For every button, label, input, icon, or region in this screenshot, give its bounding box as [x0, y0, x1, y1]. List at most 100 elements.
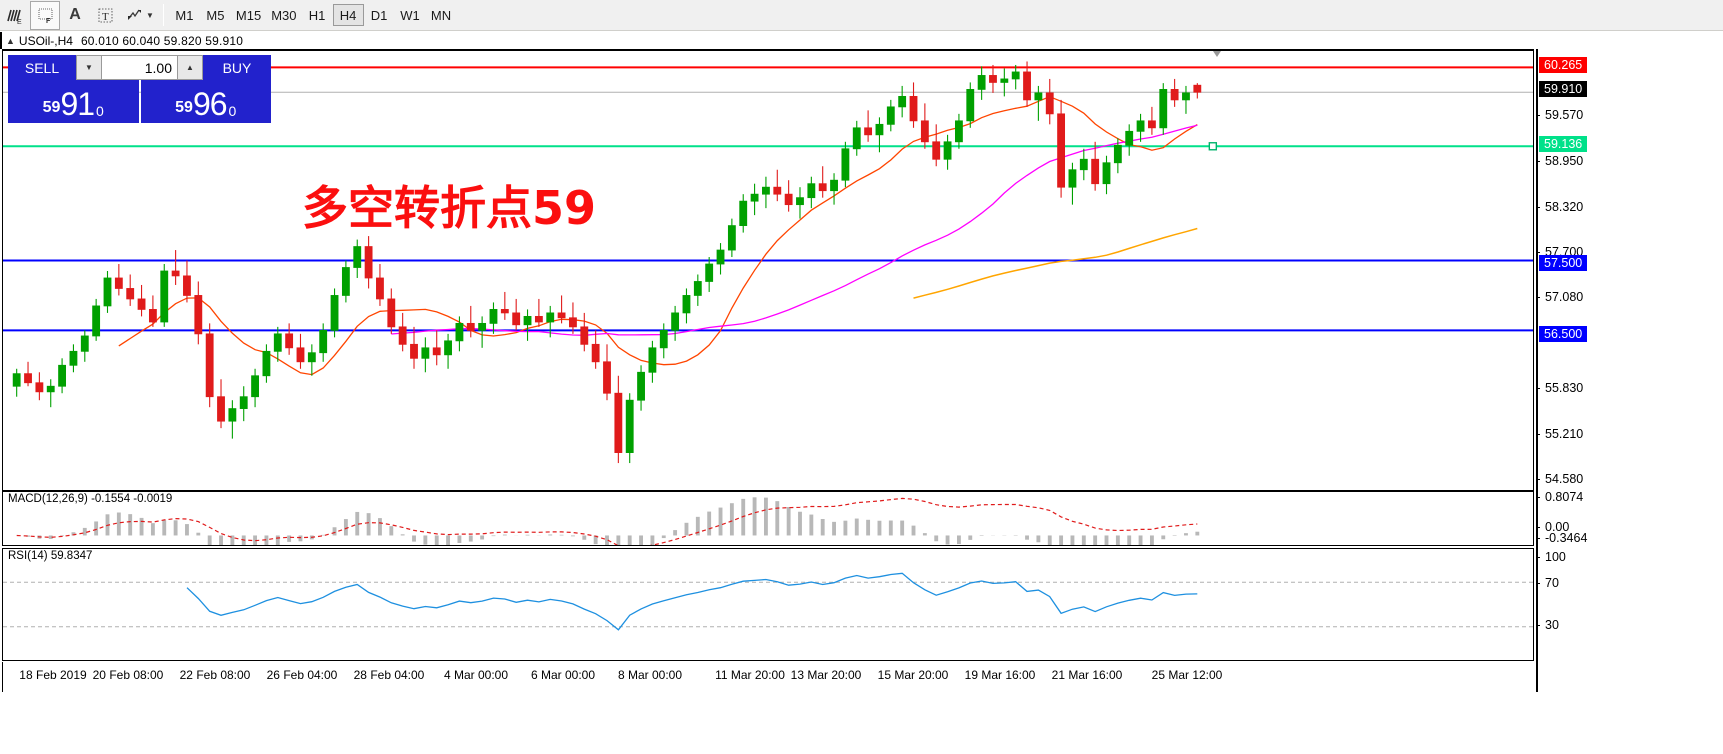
timeframe-d1[interactable]: D1 — [370, 7, 388, 23]
rsi-label: RSI(14) 59.8347 — [7, 550, 94, 562]
candle-body — [909, 95, 918, 122]
templates-icon[interactable]: F — [30, 0, 60, 30]
candle-body — [614, 392, 623, 453]
timeframe-m30[interactable]: M30 — [271, 7, 297, 23]
candle-body — [92, 305, 101, 337]
timeframe-h4[interactable]: H4 — [332, 4, 364, 26]
candle-body — [1102, 162, 1111, 185]
candle-body — [1011, 71, 1020, 80]
candle-body — [80, 335, 89, 352]
candle-body — [194, 295, 203, 335]
candle-body — [966, 89, 975, 122]
candle-body — [364, 246, 373, 279]
buy-price-fraction: 0 — [228, 103, 237, 119]
candle-body — [410, 343, 418, 359]
lot-decrement-button[interactable]: ▼ — [76, 55, 102, 80]
text-label-icon[interactable]: T — [90, 1, 120, 30]
candle-body — [466, 322, 475, 331]
macd-svg — [16, 497, 1200, 545]
candle-body — [148, 309, 157, 323]
indicators-icon[interactable]: E — [0, 1, 30, 30]
candle-body — [126, 288, 135, 300]
candle-body — [534, 315, 543, 323]
objects-icon[interactable] — [120, 1, 150, 30]
candle-body — [489, 309, 498, 324]
time-axis-label: 4 Mar 00:00 — [443, 668, 509, 682]
trade-panel-top-row: SELL ▼ 1.00 ▲ BUY — [8, 55, 271, 80]
timeframe-m5[interactable]: M5 — [206, 7, 225, 23]
chart-annotation-text: 多空转折点59 — [302, 181, 597, 235]
candle-body — [898, 95, 907, 108]
level-handle-marker — [1208, 142, 1218, 151]
candle-body — [762, 186, 770, 195]
candle-body — [546, 312, 555, 323]
candle-body — [296, 347, 305, 363]
candle-body — [160, 270, 169, 323]
macd-line — [16, 497, 1198, 545]
candle-body — [58, 364, 67, 387]
time-axis-label: 18 Feb 2019 — [19, 668, 87, 682]
lot-increment-button[interactable]: ▲ — [177, 55, 203, 80]
candle-body — [557, 312, 566, 319]
candle-body — [864, 127, 873, 136]
candle-body — [341, 267, 350, 296]
price-badge[interactable]: 60.265 — [1539, 57, 1588, 73]
svg-text:F: F — [46, 18, 51, 24]
time-axis-label: 19 Mar 16:00 — [964, 668, 1036, 682]
price-badge[interactable]: 57.500 — [1539, 255, 1588, 271]
timeframe-mn[interactable]: MN — [430, 7, 452, 23]
sell-price-quote[interactable]: 59 91 0 — [8, 80, 139, 123]
one-click-trading-panel[interactable]: SELL ▼ 1.00 ▲ BUY 59 91 0 59 96 0 — [8, 55, 271, 123]
candle-body — [920, 120, 929, 143]
candle-body — [580, 326, 589, 345]
candle-body — [1091, 158, 1100, 185]
candle-body — [1023, 71, 1031, 101]
price-badge[interactable]: 59.136 — [1539, 136, 1588, 152]
price-tick: 55.830 — [1535, 381, 1583, 395]
objects-dropdown-caret-icon[interactable]: ▼ — [146, 10, 154, 20]
price-tick: 70 — [1536, 576, 1559, 590]
time-axis-label: 28 Feb 04:00 — [353, 668, 425, 682]
rsi-panel[interactable]: RSI(14) 59.8347 — [2, 548, 1534, 661]
time-axis-label: 26 Feb 04:00 — [266, 668, 338, 682]
buy-button[interactable]: BUY — [203, 55, 271, 80]
price-scale[interactable]: 59.570 58.950 58.320 57.700 57.080 55.830 55.2… — [1535, 49, 1723, 692]
price-badge[interactable]: 56.500 — [1539, 326, 1588, 342]
macd-panel[interactable]: MACD(12,26,9) -0.1554 -0.0019 — [2, 491, 1534, 546]
candle-body — [750, 193, 759, 202]
candle-body — [796, 197, 804, 206]
candle-body — [1000, 78, 1009, 83]
candle-body — [830, 179, 838, 192]
buy-price-integer: 59 — [175, 99, 193, 116]
candle-body — [671, 312, 680, 331]
candle-body — [807, 183, 816, 199]
crosshair-marker — [1213, 51, 1221, 57]
text-tool-icon[interactable]: A — [69, 6, 81, 23]
candle-body — [205, 333, 214, 398]
sell-price-fraction: 0 — [96, 103, 104, 119]
candle-body — [739, 200, 748, 227]
timeframe-w1[interactable]: W1 — [400, 7, 420, 23]
lot-size-input[interactable]: 1.00 — [102, 55, 177, 80]
collapse-arrow-icon[interactable]: ▲ — [6, 35, 15, 46]
candle-body — [569, 317, 577, 328]
timeframe-h1[interactable]: H1 — [308, 7, 326, 23]
price-tick: 59.570 — [1535, 108, 1583, 122]
buy-price-quote[interactable]: 59 96 0 — [140, 80, 271, 123]
candle-body — [841, 148, 850, 181]
candle-body — [1147, 120, 1156, 129]
price-tick: 0.8074 — [1535, 490, 1583, 504]
price-badge[interactable]: 59.910 — [1539, 81, 1588, 97]
timeframe-m15[interactable]: M15 — [235, 7, 262, 23]
sell-button[interactable]: SELL — [8, 55, 76, 80]
timeframe-m1[interactable]: M1 — [175, 7, 194, 23]
candle-body — [455, 322, 464, 342]
candle-body — [603, 361, 611, 394]
candle-body — [114, 277, 123, 289]
main-toolbar: E F A T ▼ M1 M5 M15 M30 H1 H4 D1 W1 MN — [0, 0, 1723, 31]
time-axis-label: 20 Feb 08:00 — [92, 668, 164, 682]
candle-body — [137, 298, 146, 310]
candle-body — [183, 275, 191, 296]
candle-body — [1193, 84, 1202, 93]
candle-body — [1125, 130, 1134, 146]
